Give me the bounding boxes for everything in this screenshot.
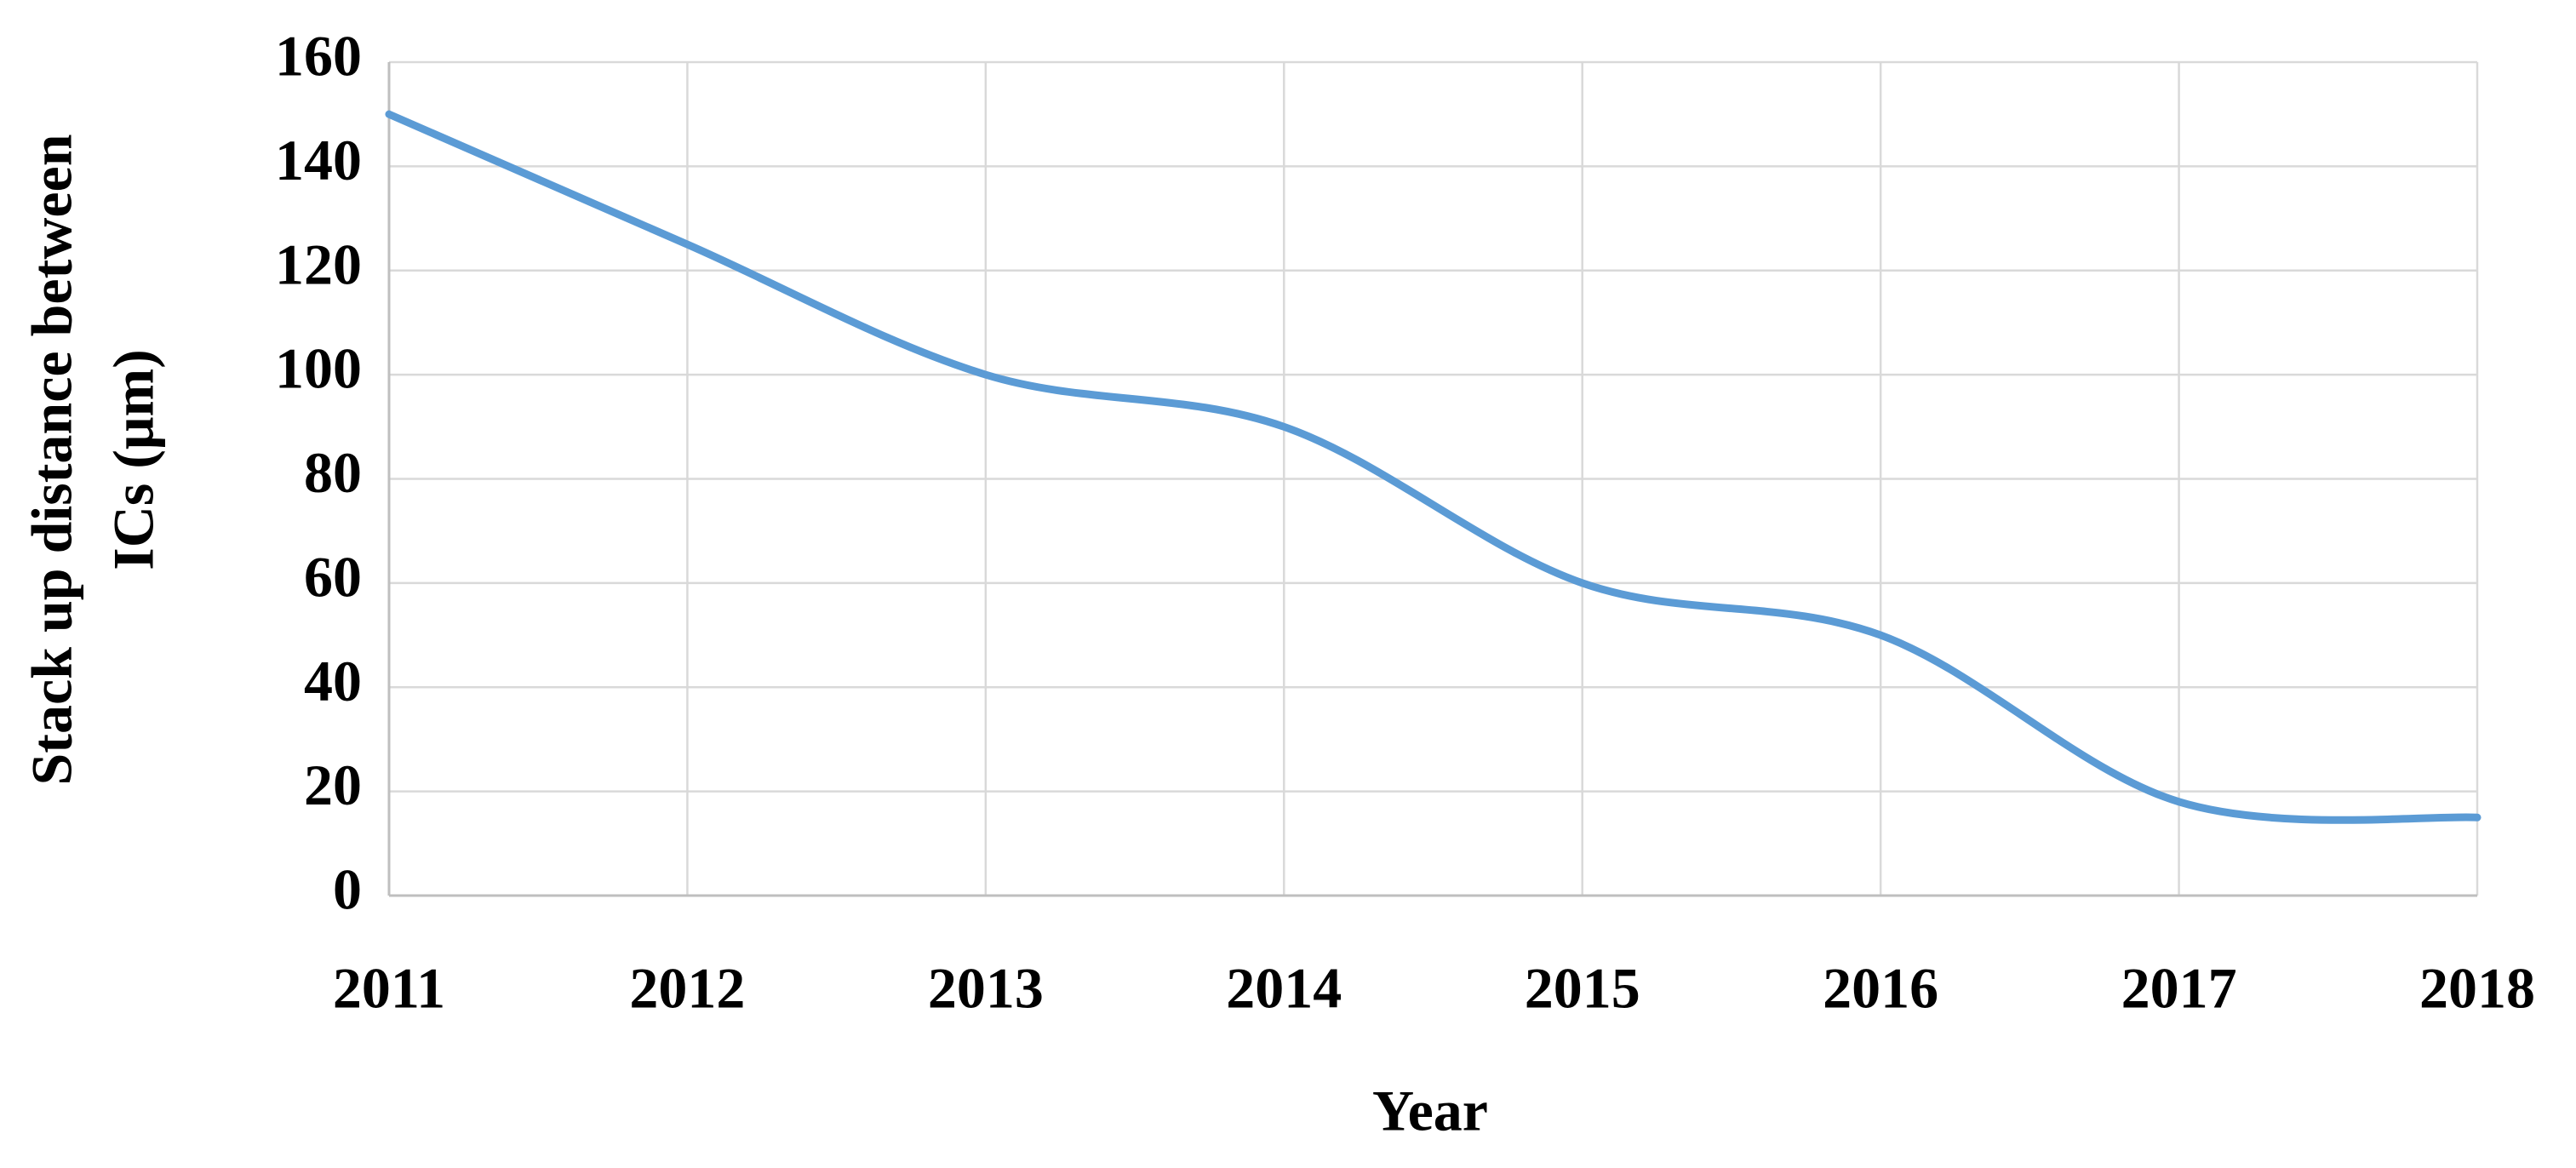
x-tick-label: 2014 — [1226, 956, 1342, 1021]
y-tick-label: 140 — [275, 128, 362, 192]
y-tick-label: 0 — [333, 857, 362, 922]
x-tick-label: 2017 — [2121, 956, 2237, 1021]
x-tick-label: 2013 — [928, 956, 1044, 1021]
x-axis-label: Year — [1372, 1079, 1488, 1143]
y-tick-label: 40 — [304, 649, 362, 713]
y-axis-label: Stack up distance between — [20, 134, 84, 785]
y-tick-label: 80 — [304, 440, 362, 505]
x-tick-label: 2012 — [629, 956, 745, 1021]
y-tick-label: 160 — [275, 24, 362, 89]
data-line — [385, 110, 2482, 824]
x-tick-label: 2016 — [1823, 956, 1938, 1021]
y-tick-label: 20 — [304, 753, 362, 817]
y-axis-label: ICs (μm) — [101, 349, 166, 570]
x-tick-label: 2011 — [333, 956, 445, 1021]
y-tick-label: 100 — [275, 336, 362, 401]
y-tick-label: 120 — [275, 232, 362, 296]
y-tick-label: 60 — [304, 544, 362, 609]
x-tick-label: 2015 — [1525, 956, 1640, 1021]
x-tick-label: 2018 — [2419, 956, 2535, 1021]
